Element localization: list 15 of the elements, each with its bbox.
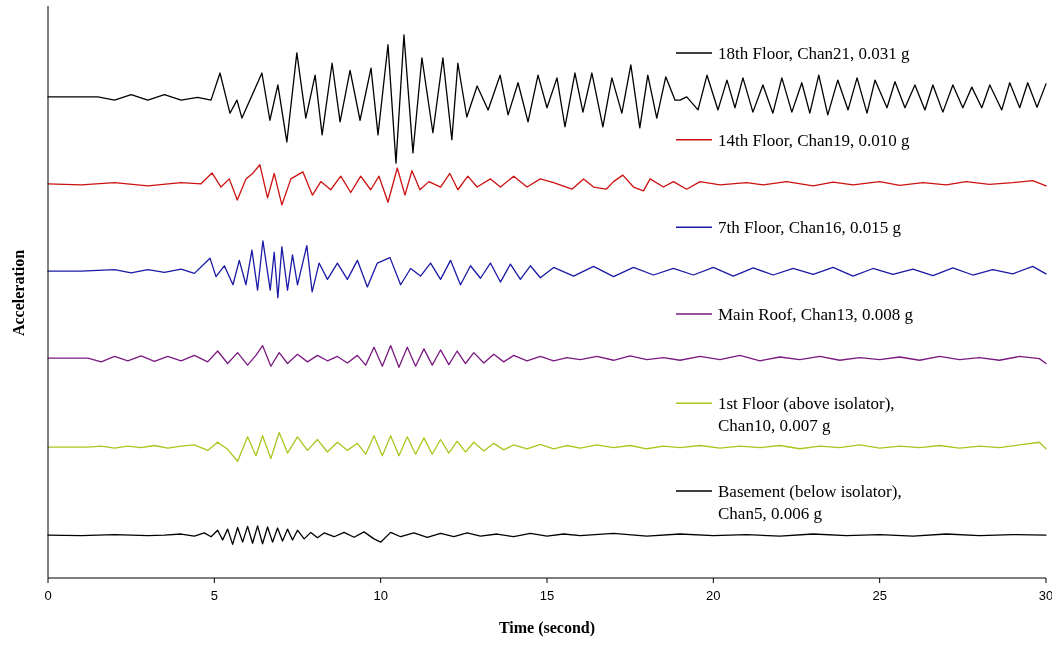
- legend-label: 7th Floor, Chan16, 0.015 g: [718, 218, 902, 238]
- legend-label: 14th Floor, Chan19, 0.010 g: [718, 130, 911, 150]
- x-axis-title: Time (second): [498, 619, 596, 637]
- x-tick-label: 10: [373, 588, 388, 603]
- x-tick-label: 20: [706, 588, 721, 603]
- legend-label: 18th Floor, Chan21, 0.031 g: [718, 43, 911, 63]
- legend-label: Basement (below isolator), Chan5, 0.006 g: [718, 482, 902, 524]
- x-tick-label: 30: [1038, 588, 1052, 603]
- x-tick-label: 15: [539, 588, 555, 603]
- y-axis-title: Acceleration: [10, 249, 27, 337]
- x-tick-label: 25: [872, 588, 887, 603]
- x-tick-label: 0: [44, 588, 52, 603]
- legend-label: 1st Floor (above isolator), Chan10, 0.007 g: [718, 394, 895, 436]
- x-tick-label: 5: [210, 588, 218, 603]
- legend-label: Main Roof, Chan13, 0.008 g: [718, 305, 914, 325]
